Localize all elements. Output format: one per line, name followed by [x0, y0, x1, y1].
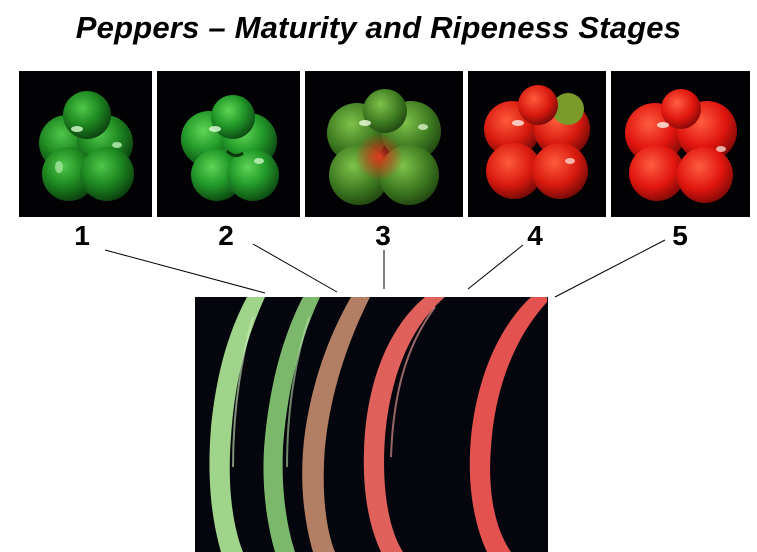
stage-number-1: 1 — [74, 220, 90, 251]
stage-number-2: 2 — [218, 220, 234, 251]
slide-title: Peppers – Maturity and Ripeness Stages — [75, 10, 682, 45]
pepper-photo-stage-2 — [157, 71, 300, 217]
slice-stage-1 — [209, 297, 265, 552]
slice-stage-5 — [469, 297, 547, 552]
stage-number-5: 5 — [672, 220, 688, 251]
slice-stage-2 — [263, 297, 320, 552]
pepper-photo-stage-3 — [305, 71, 463, 217]
pepper-photo-stage-1 — [19, 71, 152, 217]
stage-number-3: 3 — [375, 220, 391, 251]
stage-number-4: 4 — [527, 220, 543, 251]
pepper-photo-stage-4 — [468, 71, 606, 217]
slice-stage-4 — [363, 297, 445, 552]
slice-stage-3 — [302, 297, 370, 552]
pepper-slices-photo — [195, 297, 548, 552]
connector-line-1 — [104, 249, 266, 294]
pepper-photo-stage-5 — [611, 71, 750, 217]
connector-line-2 — [252, 243, 338, 293]
connector-line-5 — [554, 239, 666, 298]
connector-line-4 — [467, 244, 524, 290]
